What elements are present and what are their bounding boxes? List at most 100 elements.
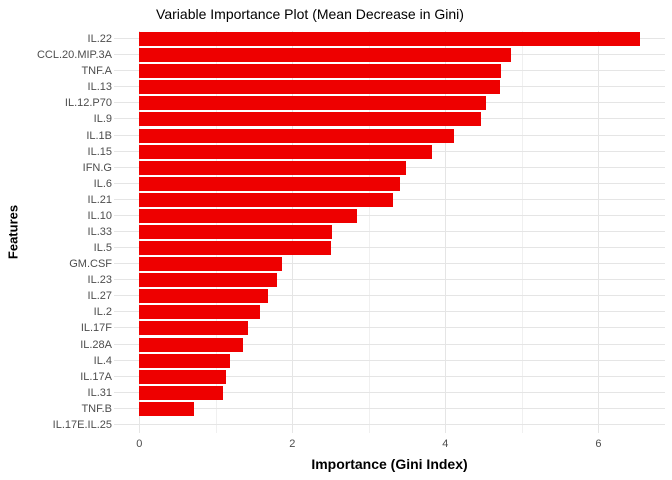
bar-row (114, 31, 665, 47)
bar-row (114, 208, 665, 224)
y-tick-label: IL.2 (93, 306, 112, 319)
bar (139, 176, 401, 191)
y-tick-label: IL.33 (87, 225, 112, 238)
gridline-major-h (114, 311, 665, 313)
bar-row (114, 256, 665, 272)
gridline-minor-v (368, 31, 370, 433)
bar-row (114, 224, 665, 240)
y-tick-label: IL.17F (80, 322, 112, 335)
bar (139, 241, 331, 256)
bar (139, 337, 243, 352)
bar-row (114, 160, 665, 176)
bar-row (114, 111, 665, 127)
y-tick-label: IL.4 (93, 354, 112, 367)
bar-row (114, 95, 665, 111)
y-tick-label: IL.28A (80, 338, 112, 351)
y-tick-label: IL.6 (93, 177, 112, 190)
gridline-major-h (114, 327, 665, 329)
plot-panel (114, 31, 665, 433)
gridline-major-h (114, 214, 665, 216)
bar (139, 289, 268, 304)
x-tick-label: 0 (136, 438, 143, 450)
bar (139, 144, 433, 159)
gridline-major-h (114, 230, 665, 232)
bar (139, 385, 224, 400)
y-axis-labels: IL.22 CCL.20.MIP.3A TNF.A IL.13 IL.12.P70 IL.… (0, 31, 112, 433)
y-tick-label: CCL.20.MIP.3A (36, 49, 112, 62)
bar-row (114, 320, 665, 336)
bar-row (114, 240, 665, 256)
bar-row (114, 401, 665, 417)
bar (139, 305, 261, 320)
bar-row (114, 288, 665, 304)
gridline-major-v (598, 31, 600, 433)
y-tick-label: GM.CSF (69, 258, 112, 271)
gridline-major-v (445, 31, 447, 433)
gridline-major-h (114, 359, 665, 361)
bar-rows (114, 31, 665, 433)
y-tick-label: IL.15 (87, 145, 112, 158)
bar (139, 273, 277, 288)
x-axis-title: Importance (Gini Index) (311, 456, 468, 472)
bar (139, 401, 195, 416)
y-tick-label: TNF.B (81, 402, 112, 415)
bar (139, 353, 231, 368)
gridline-major-h (114, 423, 665, 425)
gridline-major-h (114, 295, 665, 297)
bar-row (114, 127, 665, 143)
y-tick-label: IL.31 (87, 386, 112, 399)
y-tick-label: IL.17A (80, 370, 112, 383)
gridline-minor-v (521, 31, 523, 433)
bar (139, 369, 226, 384)
y-tick-label: IL.21 (87, 193, 112, 206)
bar-row (114, 369, 665, 385)
bar (139, 48, 512, 63)
gridline-major-h (114, 407, 665, 409)
gridline-major-h (114, 279, 665, 281)
y-tick-label: IL.1B (86, 129, 112, 142)
bar (139, 32, 640, 47)
y-tick-label: IL.9 (93, 113, 112, 126)
bar (139, 208, 357, 223)
y-tick-label: IL.22 (87, 33, 112, 46)
chart-title: Variable Importance Plot (Mean Decrease … (156, 6, 464, 22)
y-tick-label: IL.5 (93, 242, 112, 255)
bar-row (114, 176, 665, 192)
bar (139, 224, 333, 239)
bar (139, 160, 407, 175)
gridline-major-h (114, 263, 665, 265)
x-tick-label: 6 (595, 438, 602, 450)
y-tick-label: IL.17E.IL.25 (52, 418, 112, 431)
y-tick-label: IL.13 (87, 81, 112, 94)
gridline-major-h (114, 391, 665, 393)
gridline-major-h (114, 343, 665, 345)
bar-row (114, 385, 665, 401)
bar-row (114, 272, 665, 288)
bar (139, 128, 454, 143)
bar-row (114, 144, 665, 160)
bar-row (114, 192, 665, 208)
x-tick-label: 2 (289, 438, 296, 450)
bar-row (114, 417, 665, 433)
x-tick-label: 4 (442, 438, 449, 450)
bar-row (114, 353, 665, 369)
gridline-major-h (114, 247, 665, 249)
bar (139, 112, 481, 127)
y-tick-label: IFN.G (82, 161, 112, 174)
bar (139, 192, 394, 207)
y-tick-label: TNF.A (81, 65, 112, 78)
y-tick-label: IL.27 (87, 290, 112, 303)
y-tick-label: IL.10 (87, 209, 112, 222)
bar-row (114, 79, 665, 95)
y-tick-label: IL.12.P70 (64, 97, 112, 110)
bar (139, 257, 283, 272)
x-axis-tick-labels: 0 2 4 6 (0, 438, 672, 452)
bar (139, 64, 502, 79)
bar (139, 96, 486, 111)
bar-row (114, 47, 665, 63)
bar-row (114, 63, 665, 79)
bar-row (114, 304, 665, 320)
bar-row (114, 336, 665, 352)
y-tick-label: IL.23 (87, 274, 112, 287)
bar (139, 80, 500, 95)
